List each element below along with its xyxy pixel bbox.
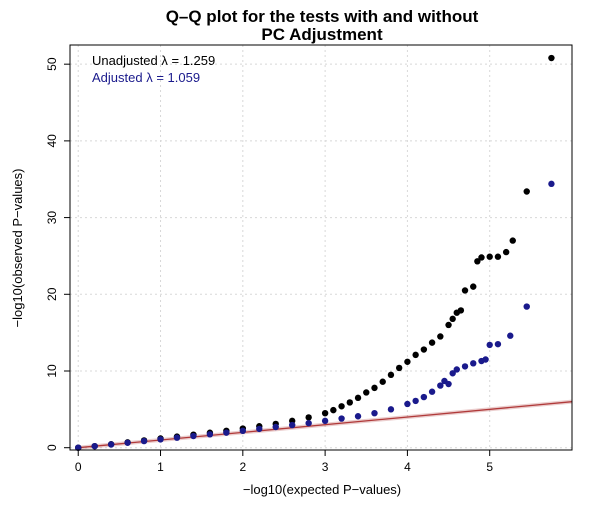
adjusted-point [548,180,555,188]
unadjusted-point [461,287,469,294]
unadjusted-point [354,394,362,402]
adjusted-point [190,432,197,440]
adjusted-point [272,423,279,431]
adjusted-point [449,370,456,377]
y-tick-label: 30 [45,211,59,225]
unadjusted-point [445,321,452,329]
adjusted-point [461,363,469,370]
adjusted-point [371,409,378,417]
y-tick-label: 10 [45,364,59,378]
grid-layer [70,45,572,450]
legend: Unadjusted λ = 1.259 Adjusted λ = 1.059 [92,53,215,85]
unadjusted-point [470,283,477,290]
legend-entry: Adjusted λ = 1.059 [92,70,200,85]
adjusted-point [404,400,411,408]
unadjusted-point [509,237,516,244]
adjusted-point [256,425,263,433]
x-tick-label: 4 [404,460,411,474]
x-tick-label: 5 [486,460,493,474]
adjusted-point [428,388,436,395]
adjusted-point [140,437,148,445]
adjusted-point [445,380,452,388]
adjusted-point [223,429,230,436]
unadjusted-point [330,406,337,414]
unadjusted-point [474,258,481,265]
adjusted-point [470,360,477,367]
adjusted-point [453,366,460,373]
adjusted-point [387,406,395,413]
y-tick-label: 40 [45,134,59,148]
unadjusted-point [548,54,555,62]
unadjusted-point [523,188,530,195]
x-axis-label: −log10(expected P−values) [243,482,401,497]
x-tick-label: 1 [157,460,164,474]
adjusted-point [412,397,419,405]
adjusted-point [482,356,489,363]
adjusted-point [338,415,345,422]
adjusted-point [173,434,181,441]
y-tick-label: 0 [45,444,59,451]
unadjusted-point [395,364,403,372]
adjusted-point [486,341,493,349]
unadjusted-point [420,346,428,353]
unadjusted-point [449,315,456,323]
adjusted-point [206,431,214,438]
x-tick-label: 0 [75,460,82,474]
unadjusted-point [428,339,436,346]
y-tick-label: 20 [45,287,59,301]
adjusted-point [354,413,362,420]
unadjusted-point [404,358,411,365]
unadjusted-point [437,333,444,340]
unadjusted-point [371,384,378,392]
adjusted-point [523,303,530,310]
unadjusted-point [387,371,395,379]
y-tick-label: 50 [45,57,59,71]
unadjusted-point [412,351,419,359]
unadjusted-point [379,378,386,385]
chart-title-line-2: PC Adjustment [261,25,383,44]
unadjusted-point [338,403,345,410]
unadjusted-point [494,253,502,260]
adjusted-point [124,439,131,446]
unadjusted-point [478,254,485,261]
adjusted-point [321,417,329,425]
adjusted-point [239,427,247,435]
adjusted-point [305,419,312,427]
x-tick-label: 2 [239,460,246,474]
x-tick-label: 3 [322,460,329,474]
adjusted-point [75,444,82,451]
chart-title-line-1: Q–Q plot for the tests with and without [166,7,479,26]
points-layer [75,54,555,451]
adjusted-point [91,442,98,450]
adjusted-point [420,393,428,401]
adjusted-point [288,421,296,429]
unadjusted-point [486,253,493,260]
unadjusted-point [457,307,465,314]
unadjusted-point [305,414,312,421]
adjusted-point [494,340,502,348]
adjusted-point [157,436,164,443]
plot-frame [69,44,573,451]
adjusted-point [107,441,115,448]
unadjusted-point [363,389,370,396]
legend-entry: Unadjusted λ = 1.259 [92,53,215,68]
unadjusted-point [346,399,354,406]
unadjusted-point [502,248,510,256]
y-axis-label: −log10(observed P−values) [10,169,25,328]
unadjusted-point [321,409,329,417]
adjusted-point [437,382,444,389]
adjusted-point [507,332,514,339]
